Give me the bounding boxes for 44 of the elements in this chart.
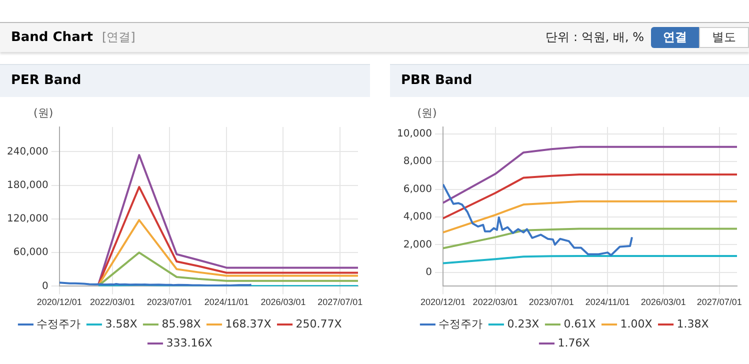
- legend-label: 수정주가: [36, 317, 81, 330]
- legend-label: 1.38X: [676, 317, 710, 330]
- text: Band Chart: [11, 30, 93, 45]
- legend-label: 0.61X: [564, 317, 596, 330]
- y-tick-label: 180,000: [6, 180, 48, 191]
- y-tick-label: 2,000: [403, 239, 432, 250]
- legend-label: 1.76X: [558, 336, 590, 350]
- legend-label: 333.16X: [166, 336, 213, 350]
- legend-label: 168.37X: [225, 317, 272, 330]
- y-tick-label: 0: [42, 280, 48, 292]
- legend-label: 수정주가: [438, 317, 483, 330]
- x-tick-label: 2020/12/01: [36, 297, 82, 308]
- y-tick-label: 10,000: [396, 128, 432, 140]
- y-tick-label: 8,000: [403, 156, 432, 168]
- chart-title: PER Band: [0, 64, 370, 97]
- y-tick-label: 240,000: [6, 146, 48, 158]
- x-tick-label: 2023/07/01: [146, 297, 192, 308]
- x-tick-label: 2020/12/01: [420, 297, 466, 308]
- legend-label: 3.58X: [105, 317, 138, 330]
- legend-label: 250.77X: [296, 317, 342, 330]
- text: 연결: [651, 27, 699, 48]
- y-tick-label: 0: [426, 266, 432, 278]
- legend-label: 0.23X: [507, 317, 540, 330]
- x-tick-label: 2026/03/01: [640, 297, 686, 308]
- y-tick-label: 6,000: [403, 184, 432, 195]
- y-axis-title: (원): [417, 106, 437, 120]
- legend-label: 85.98X: [162, 317, 202, 330]
- x-tick-label: 2022/03/01: [472, 297, 518, 308]
- x-tick-label: 2023/07/01: [528, 297, 574, 308]
- legend-label: 1.00X: [620, 317, 653, 330]
- y-tick-label: 120,000: [6, 214, 48, 225]
- text: 별도: [699, 27, 749, 48]
- x-tick-label: 2026/03/01: [260, 297, 306, 308]
- x-tick-label: 2027/07/01: [696, 297, 742, 308]
- x-tick-label: 2027/07/01: [318, 297, 363, 308]
- y-axis-title: (원): [34, 106, 54, 120]
- x-tick-label: 2022/03/01: [90, 297, 136, 308]
- x-tick-label: 2024/11/01: [204, 297, 249, 308]
- text: 단위 : 억원, 배, %: [546, 29, 644, 46]
- y-tick-label: 4,000: [403, 212, 432, 223]
- text: [연결]: [102, 29, 136, 46]
- chart-title: PBR Band: [390, 64, 749, 97]
- y-tick-label: 60,000: [13, 247, 48, 258]
- x-tick-label: 2024/11/01: [585, 297, 630, 308]
